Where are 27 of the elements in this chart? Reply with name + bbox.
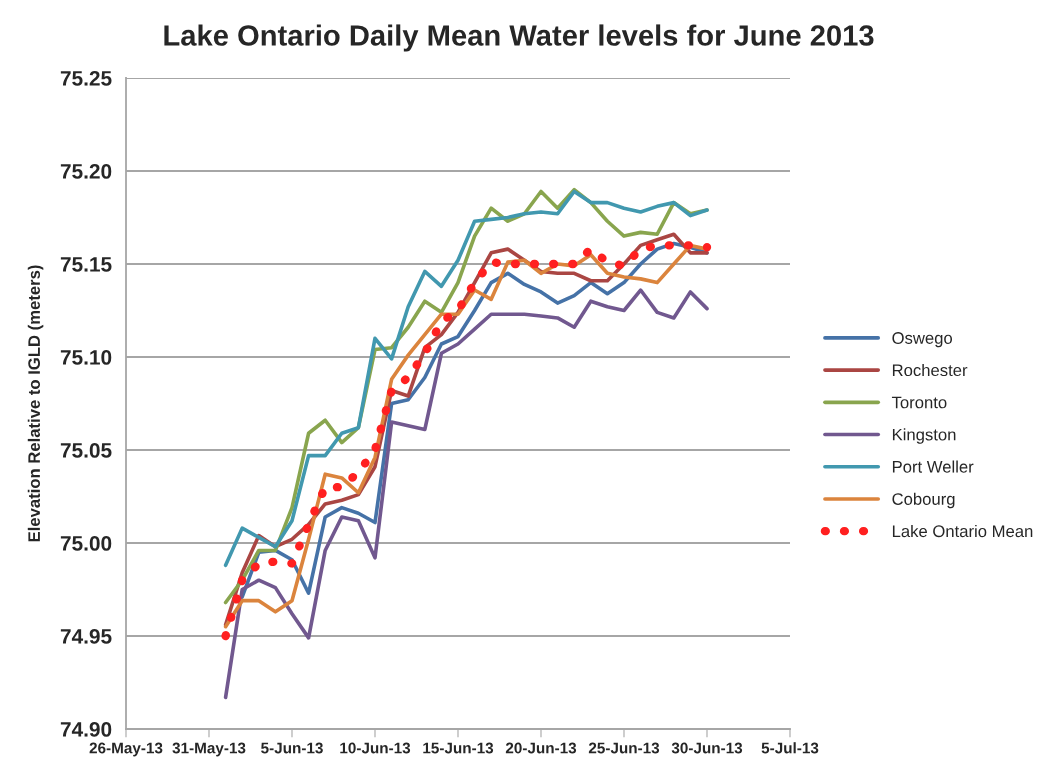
chart-title: Lake Ontario Daily Mean Water levels for June 2013 [164, 24, 874, 52]
legend-label: Cobourg [892, 492, 955, 509]
y-tick-label: 75.15 [60, 257, 112, 272]
x-tick-label: 31-May-13 [172, 742, 246, 757]
y-tick-label: 74.90 [60, 722, 112, 737]
y-tick-label: 74.95 [60, 629, 112, 644]
x-tick-label: 20-Jun-13 [505, 742, 577, 754]
y-tick-label: 75.05 [60, 443, 112, 458]
x-tick-label: 26-May-13 [89, 742, 163, 757]
legend-label: Oswego [892, 332, 953, 348]
legend-label: Port Weller [892, 460, 974, 473]
y-axis-title: Elevation Relative to IGLD (meters) [27, 265, 44, 542]
x-tick-label: 15-Jun-13 [423, 742, 494, 754]
y-tick-label: 75.00 [60, 536, 112, 551]
legend-label: Lake Ontario Mean [892, 524, 1033, 538]
line-series [223, 288, 709, 700]
x-tick-label: 30-Jun-13 [671, 742, 743, 754]
x-tick-label: 25-Jun-13 [588, 742, 660, 754]
x-tick-label: 10-Jun-13 [340, 742, 411, 754]
y-tick-label: 75.20 [60, 164, 112, 179]
legend-label: Rochester [892, 363, 968, 377]
y-tick-label: 75.25 [60, 71, 112, 86]
x-tick-label: 5-Jun-13 [261, 742, 323, 754]
x-tick-label: 5-Jul-13 [761, 742, 819, 754]
legend-label: Kingston [892, 428, 956, 444]
legend-label: Toronto [891, 396, 947, 409]
y-tick-label: 75.10 [60, 350, 112, 365]
